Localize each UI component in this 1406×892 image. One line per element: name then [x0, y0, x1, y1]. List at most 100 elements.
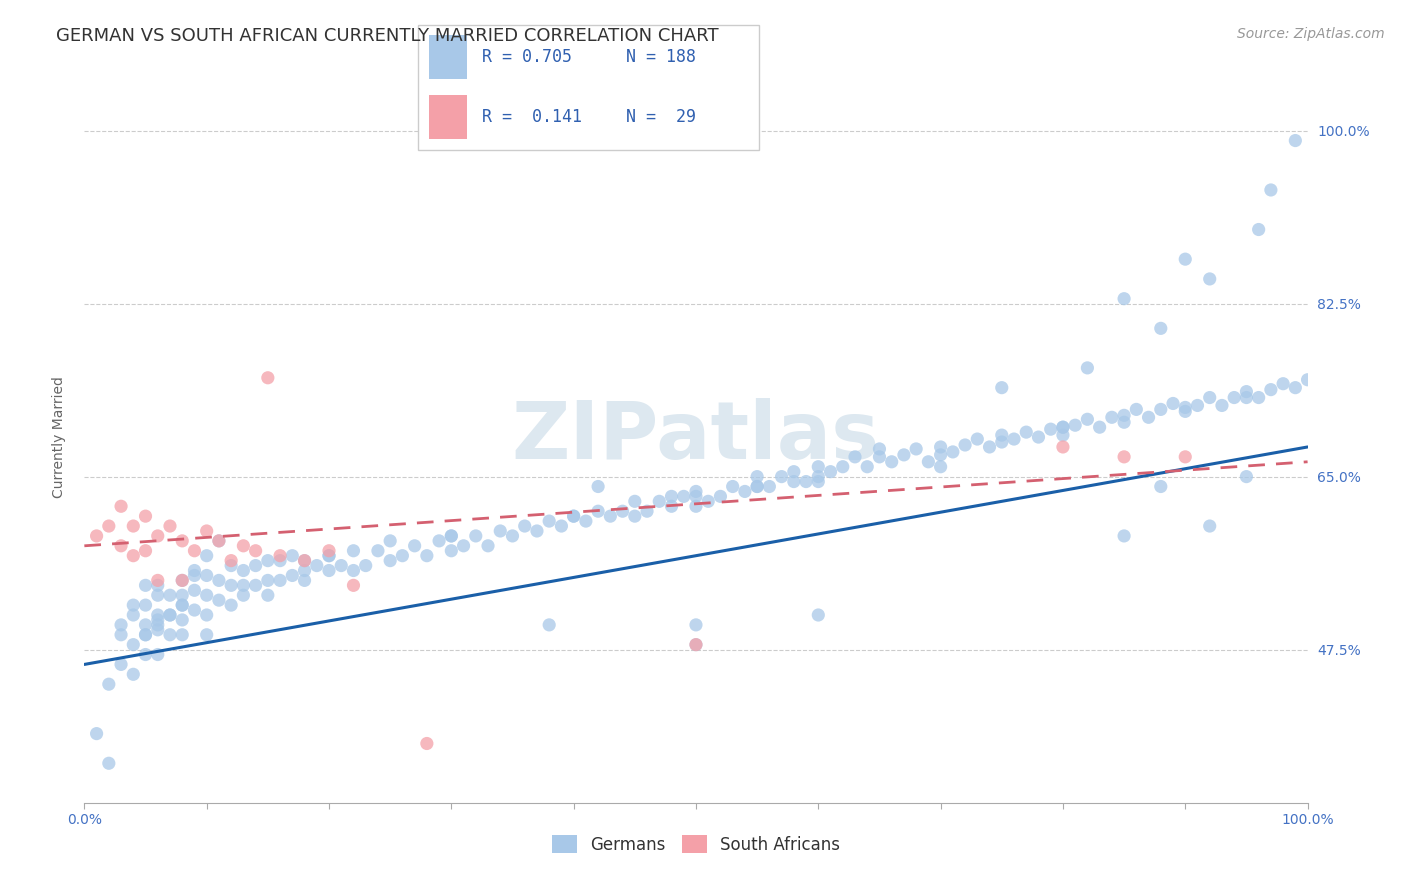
Point	[294, 564, 316, 578]
Point	[979, 440, 1001, 454]
Point	[318, 564, 340, 578]
Point	[1114, 450, 1136, 464]
Point	[86, 726, 108, 740]
Point	[342, 543, 364, 558]
Point	[135, 578, 157, 592]
Point	[159, 607, 181, 622]
Point	[1125, 402, 1147, 417]
Point	[135, 509, 157, 524]
Point	[257, 588, 280, 602]
Point	[172, 628, 194, 642]
Point	[856, 459, 879, 474]
Point	[195, 588, 218, 602]
Point	[172, 598, 194, 612]
Point	[685, 489, 707, 503]
Point	[232, 539, 254, 553]
Point	[991, 428, 1014, 442]
Point	[1284, 381, 1306, 395]
Point	[354, 558, 377, 573]
Point	[550, 519, 572, 533]
Point	[257, 574, 280, 588]
Point	[747, 479, 769, 493]
Text: N =  29: N = 29	[626, 108, 696, 126]
Point	[219, 558, 242, 573]
Point	[440, 529, 463, 543]
Point	[294, 554, 316, 568]
Point	[1052, 420, 1074, 434]
Point	[807, 475, 830, 489]
Point	[562, 509, 585, 524]
Point	[97, 519, 120, 533]
Point	[770, 469, 793, 483]
Point	[966, 432, 988, 446]
Text: R =  0.141: R = 0.141	[481, 108, 582, 126]
Point	[135, 618, 157, 632]
Point	[1247, 222, 1270, 236]
Point	[1284, 134, 1306, 148]
Point	[427, 533, 450, 548]
Y-axis label: Currently Married: Currently Married	[52, 376, 66, 498]
Point	[195, 524, 218, 538]
Text: GERMAN VS SOUTH AFRICAN CURRENTLY MARRIED CORRELATION CHART: GERMAN VS SOUTH AFRICAN CURRENTLY MARRIE…	[56, 27, 718, 45]
Point	[146, 613, 169, 627]
Point	[1114, 415, 1136, 429]
Point	[575, 514, 598, 528]
Point	[807, 607, 830, 622]
Point	[208, 533, 231, 548]
Point	[1101, 410, 1123, 425]
Point	[146, 648, 169, 662]
Point	[110, 539, 132, 553]
Point	[342, 564, 364, 578]
Point	[245, 578, 267, 592]
Point	[1174, 404, 1197, 418]
Point	[477, 539, 499, 553]
Point	[661, 489, 683, 503]
Point	[195, 549, 218, 563]
Point	[1039, 422, 1062, 436]
Point	[1150, 321, 1173, 335]
Point	[758, 479, 780, 493]
Point	[159, 588, 181, 602]
Point	[257, 371, 280, 385]
Point	[183, 543, 205, 558]
Point	[869, 442, 891, 456]
Point	[135, 628, 157, 642]
Point	[1247, 391, 1270, 405]
Point	[281, 568, 304, 582]
Point	[110, 657, 132, 672]
Point	[697, 494, 720, 508]
Point	[294, 574, 316, 588]
Point	[820, 465, 842, 479]
Point	[367, 543, 389, 558]
Point	[1088, 420, 1111, 434]
Point	[648, 494, 671, 508]
Point	[208, 533, 231, 548]
Point	[1114, 529, 1136, 543]
Point	[110, 500, 132, 514]
Point	[586, 479, 609, 493]
Point	[489, 524, 512, 538]
Point	[269, 549, 291, 563]
Point	[159, 628, 181, 642]
Point	[869, 450, 891, 464]
Point	[1137, 410, 1160, 425]
Point	[232, 578, 254, 592]
Point	[661, 500, 683, 514]
Point	[135, 628, 157, 642]
Point	[135, 648, 157, 662]
Point	[416, 737, 439, 751]
Point	[1052, 420, 1074, 434]
Point	[612, 504, 634, 518]
Point	[1150, 402, 1173, 417]
Point	[1223, 391, 1246, 405]
Point	[1150, 479, 1173, 493]
Point	[685, 638, 707, 652]
Point	[1174, 252, 1197, 267]
Point	[232, 564, 254, 578]
Point	[1174, 401, 1197, 415]
Point	[245, 558, 267, 573]
Point	[672, 489, 695, 503]
Point	[330, 558, 353, 573]
Point	[183, 583, 205, 598]
Point	[172, 533, 194, 548]
